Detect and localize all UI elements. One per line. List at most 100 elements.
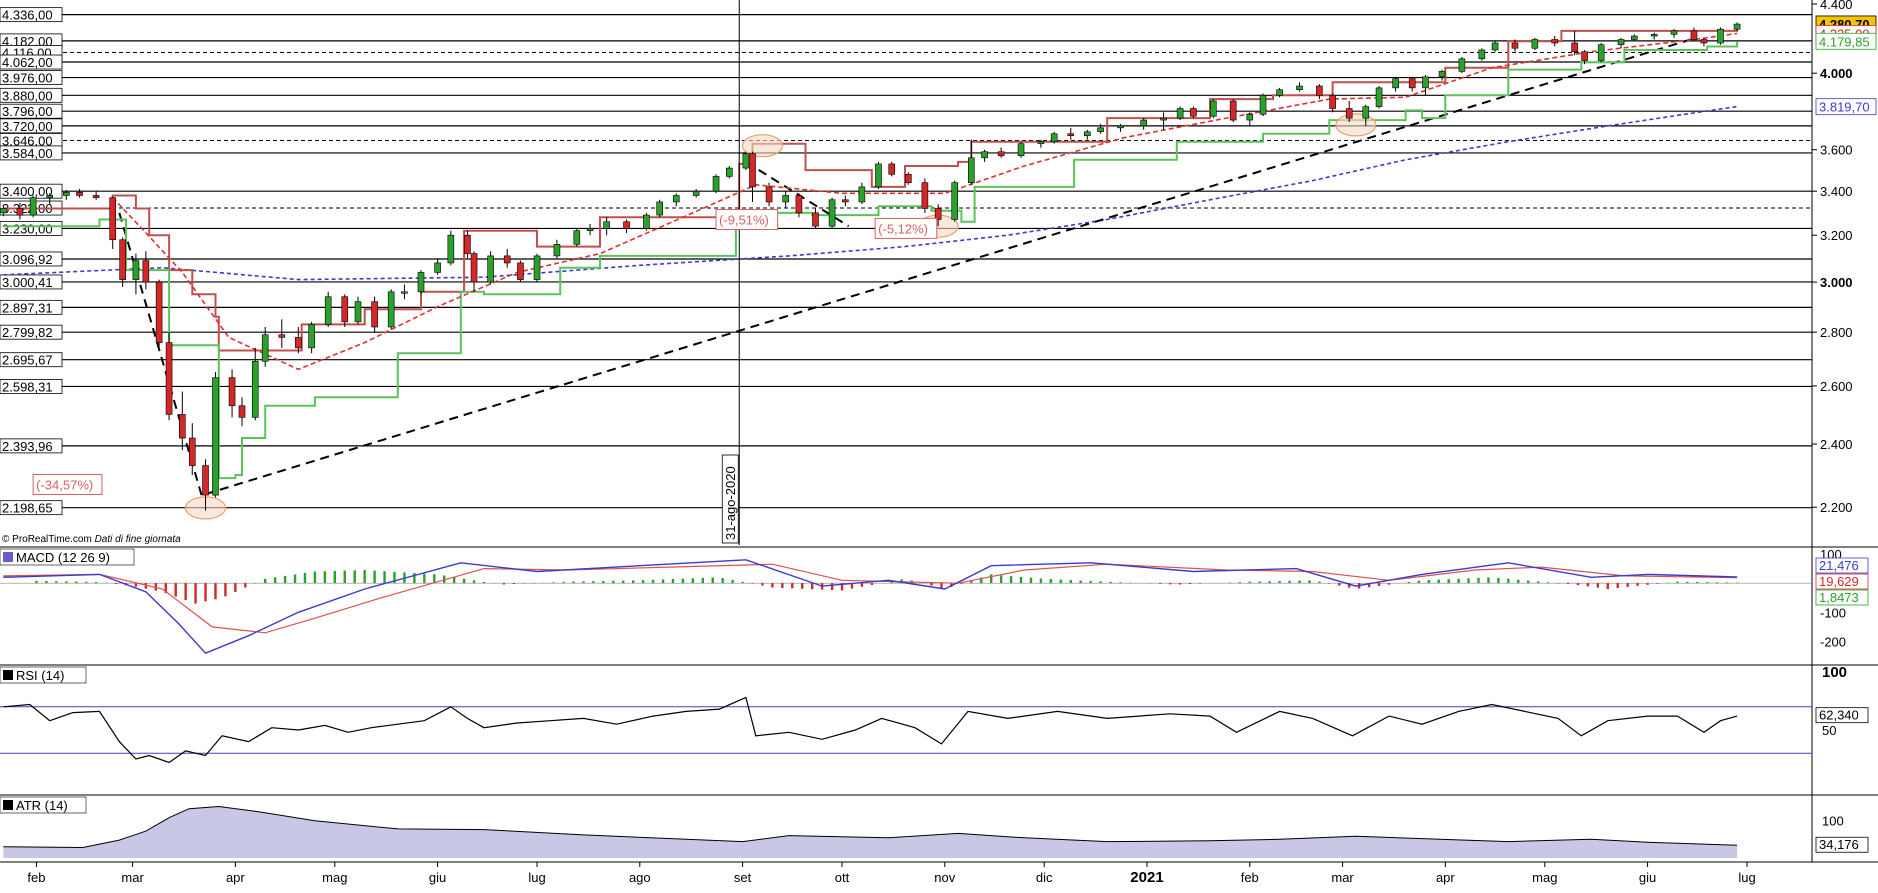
macd-histogram-bar (1716, 582, 1718, 583)
credit-italic: Dati di fine giornata (95, 534, 182, 545)
percent-annotation: (-9,51%) (719, 212, 769, 227)
macd-histogram-bar (1686, 582, 1688, 583)
percent-annotation: (-34,57%) (36, 477, 93, 492)
candle-body (229, 378, 235, 406)
macd-histogram-bar (831, 583, 833, 590)
macd-histogram-bar (662, 579, 664, 583)
level-label: 3.000,41 (2, 275, 53, 290)
candle-body (1598, 45, 1604, 61)
macd-histogram-bar (1119, 582, 1121, 583)
macd-histogram-bar (1099, 581, 1101, 583)
candle-body (239, 406, 245, 418)
candle-body (1572, 43, 1578, 52)
candle-body (743, 154, 749, 168)
candle-body (262, 335, 268, 361)
macd-histogram-bar (1050, 579, 1052, 583)
macd-histogram-bar (1636, 583, 1638, 586)
macd-histogram-bar (1318, 582, 1320, 584)
macd-histogram-bar (1587, 583, 1589, 586)
macd-histogram-bar (871, 583, 873, 585)
candle-body (935, 208, 941, 219)
price-y-tick-label: 2.200 (1820, 500, 1853, 515)
macd-histogram-bar (1497, 578, 1499, 583)
macd-histogram-bar (1736, 583, 1738, 584)
candle-body (120, 240, 126, 280)
macd-histogram-bar (1298, 581, 1300, 584)
candle-body (1210, 101, 1216, 116)
macd-histogram-bar (781, 583, 783, 588)
x-tick-label: ott (835, 870, 850, 885)
rsi-last-value: 62,340 (1819, 708, 1859, 723)
candle-body (1330, 95, 1336, 108)
candle-body (604, 222, 610, 229)
candle-body (1161, 118, 1167, 120)
macd-histogram-bar (1656, 583, 1658, 584)
candle-body (766, 187, 772, 202)
macd-histogram-bar (801, 583, 803, 589)
candle-body (889, 164, 895, 174)
macd-histogram-bar (751, 583, 753, 584)
candle-body (1296, 86, 1302, 90)
series-lower-stop (3, 41, 1737, 478)
macd-histogram-bar (632, 580, 634, 583)
macd-histogram-bar (1089, 581, 1091, 583)
macd-histogram-bar (1249, 582, 1251, 583)
macd-histogram-bar (75, 582, 77, 584)
candle-body (1409, 79, 1415, 88)
macd-histogram-bar (135, 583, 137, 587)
macd-histogram-bar (1169, 583, 1171, 584)
price-y-tick-label: 3.200 (1820, 228, 1853, 243)
x-tick-label: lug (528, 870, 545, 885)
macd-histogram-bar (1378, 583, 1380, 586)
candle-body (1691, 31, 1697, 40)
level-label: 2.198,65 (2, 501, 53, 516)
candle-body (859, 187, 865, 202)
candle-body (554, 244, 560, 256)
x-tick-label: giu (1639, 870, 1656, 885)
macd-histogram-bar (1428, 580, 1430, 583)
candle-body (922, 183, 928, 209)
candle-body (325, 297, 331, 325)
x-tick-label: ago (629, 870, 651, 885)
candle-body (295, 337, 301, 348)
macd-histogram-bar (930, 583, 932, 585)
macd-histogram-bar (65, 581, 67, 583)
candle-body (435, 263, 441, 272)
candle-body (1376, 88, 1382, 107)
candle-body (812, 213, 818, 226)
macd-signal-line (3, 564, 1737, 633)
level-label: 3.720,00 (2, 119, 53, 134)
price-y-tick-label: 2.400 (1820, 437, 1853, 452)
macd-histogram-bar (1547, 582, 1549, 583)
candle-body (517, 263, 523, 280)
macd-histogram-bar (304, 573, 306, 583)
candle-body (1346, 109, 1352, 119)
macd-histogram-bar (702, 578, 704, 583)
rsi-title-swatch (3, 670, 13, 680)
x-tick-label: mar (1331, 870, 1354, 885)
candle-body (1512, 43, 1518, 48)
candle-body (418, 272, 424, 291)
macd-histogram-bar (284, 576, 286, 583)
price-y-tick-label: 3.600 (1820, 143, 1853, 158)
macd-histogram-bar (423, 574, 425, 584)
macd-histogram-bar (761, 583, 763, 585)
candle-body (796, 195, 802, 212)
macd-histogram-bar (682, 579, 684, 583)
level-label: 4.336,00 (2, 8, 53, 23)
macd-histogram-bar (264, 579, 266, 583)
macd-y-tick-label: -200 (1820, 635, 1846, 650)
macd-histogram-bar (373, 571, 375, 584)
percent-annotation: (-5,12%) (878, 221, 928, 236)
rsi-y-tick-label: 50 (1822, 723, 1836, 738)
x-tick-label: 2021 (1130, 869, 1163, 886)
macd-histogram-bar (433, 574, 435, 583)
level-label: 3.796,00 (2, 104, 53, 119)
macd-histogram-bar (1418, 581, 1420, 583)
level-label: 3.400,00 (2, 184, 53, 199)
candle-body (1098, 128, 1104, 132)
candle-body (875, 164, 881, 187)
level-label: 3.880,00 (2, 88, 53, 103)
level-label: 2.799,82 (2, 325, 53, 340)
